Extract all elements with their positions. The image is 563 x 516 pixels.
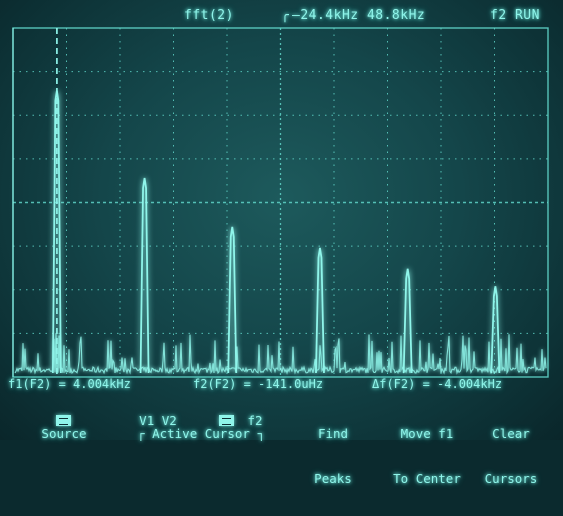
clear-line2: Cursors	[484, 471, 538, 486]
clear-line1: Clear	[492, 426, 530, 441]
move-f1-line2: To Center	[393, 471, 461, 486]
find-peaks-line1: Find	[317, 426, 349, 441]
graticule	[12, 27, 549, 378]
cursor-selected-icon	[219, 415, 234, 426]
fft-peak-1	[51, 90, 62, 374]
move-f1-line1: Move f1	[400, 426, 454, 441]
oscilloscope-screen: fft(2) ╭ –24.4kHz 48.8kHz f2 RUN f1(F2) …	[0, 0, 563, 486]
run-status: f2 RUN	[490, 8, 540, 23]
softkey-clear-cursors[interactable]: Clear Cursors	[474, 396, 548, 516]
fft-peak-3	[227, 226, 238, 374]
fft-peak-2	[139, 177, 150, 374]
fft-trace-layer	[14, 90, 547, 375]
softkey-find-peaks[interactable]: Find Peaks	[298, 396, 368, 516]
fft-peak-5	[402, 268, 413, 374]
fft-display	[12, 27, 549, 378]
fft-peak-4	[315, 247, 325, 374]
cursor-f2-option[interactable]: f2	[247, 413, 263, 428]
softkey-source[interactable]: Source	[34, 396, 94, 471]
fft-peak-6	[490, 286, 501, 374]
timebase-readout: –24.4kHz 48.8kHz	[292, 8, 426, 23]
active-cursor-label: ┌ Active Cursor ┐	[137, 426, 265, 441]
source-label: Source	[41, 426, 87, 441]
active-cursor-text: Active Cursor	[152, 426, 250, 441]
find-peaks-line2: Peaks	[314, 471, 352, 486]
function-title: fft(2)	[184, 8, 234, 23]
delta-f-readout: Δf(F2) = -4.004kHz	[372, 377, 503, 391]
timebase-text: 24.4kHz 48.8kHz	[300, 8, 426, 23]
source-icon	[56, 415, 71, 426]
f1-readout: f1(F2) = 4.004kHz	[8, 377, 131, 391]
cursor-v1v2-option[interactable]: V1 V2	[139, 413, 177, 428]
trigger-marker-icon: ╭	[281, 8, 290, 23]
softkey-move-f1[interactable]: Move f1 To Center	[382, 396, 472, 516]
cursor-layer	[12, 28, 58, 377]
f2-readout: f2(F2) = -141.0uHz	[193, 377, 324, 391]
fft-noise-floor	[14, 333, 547, 375]
softkey-active-cursor[interactable]: ┌ Active Cursor ┐	[116, 396, 286, 471]
